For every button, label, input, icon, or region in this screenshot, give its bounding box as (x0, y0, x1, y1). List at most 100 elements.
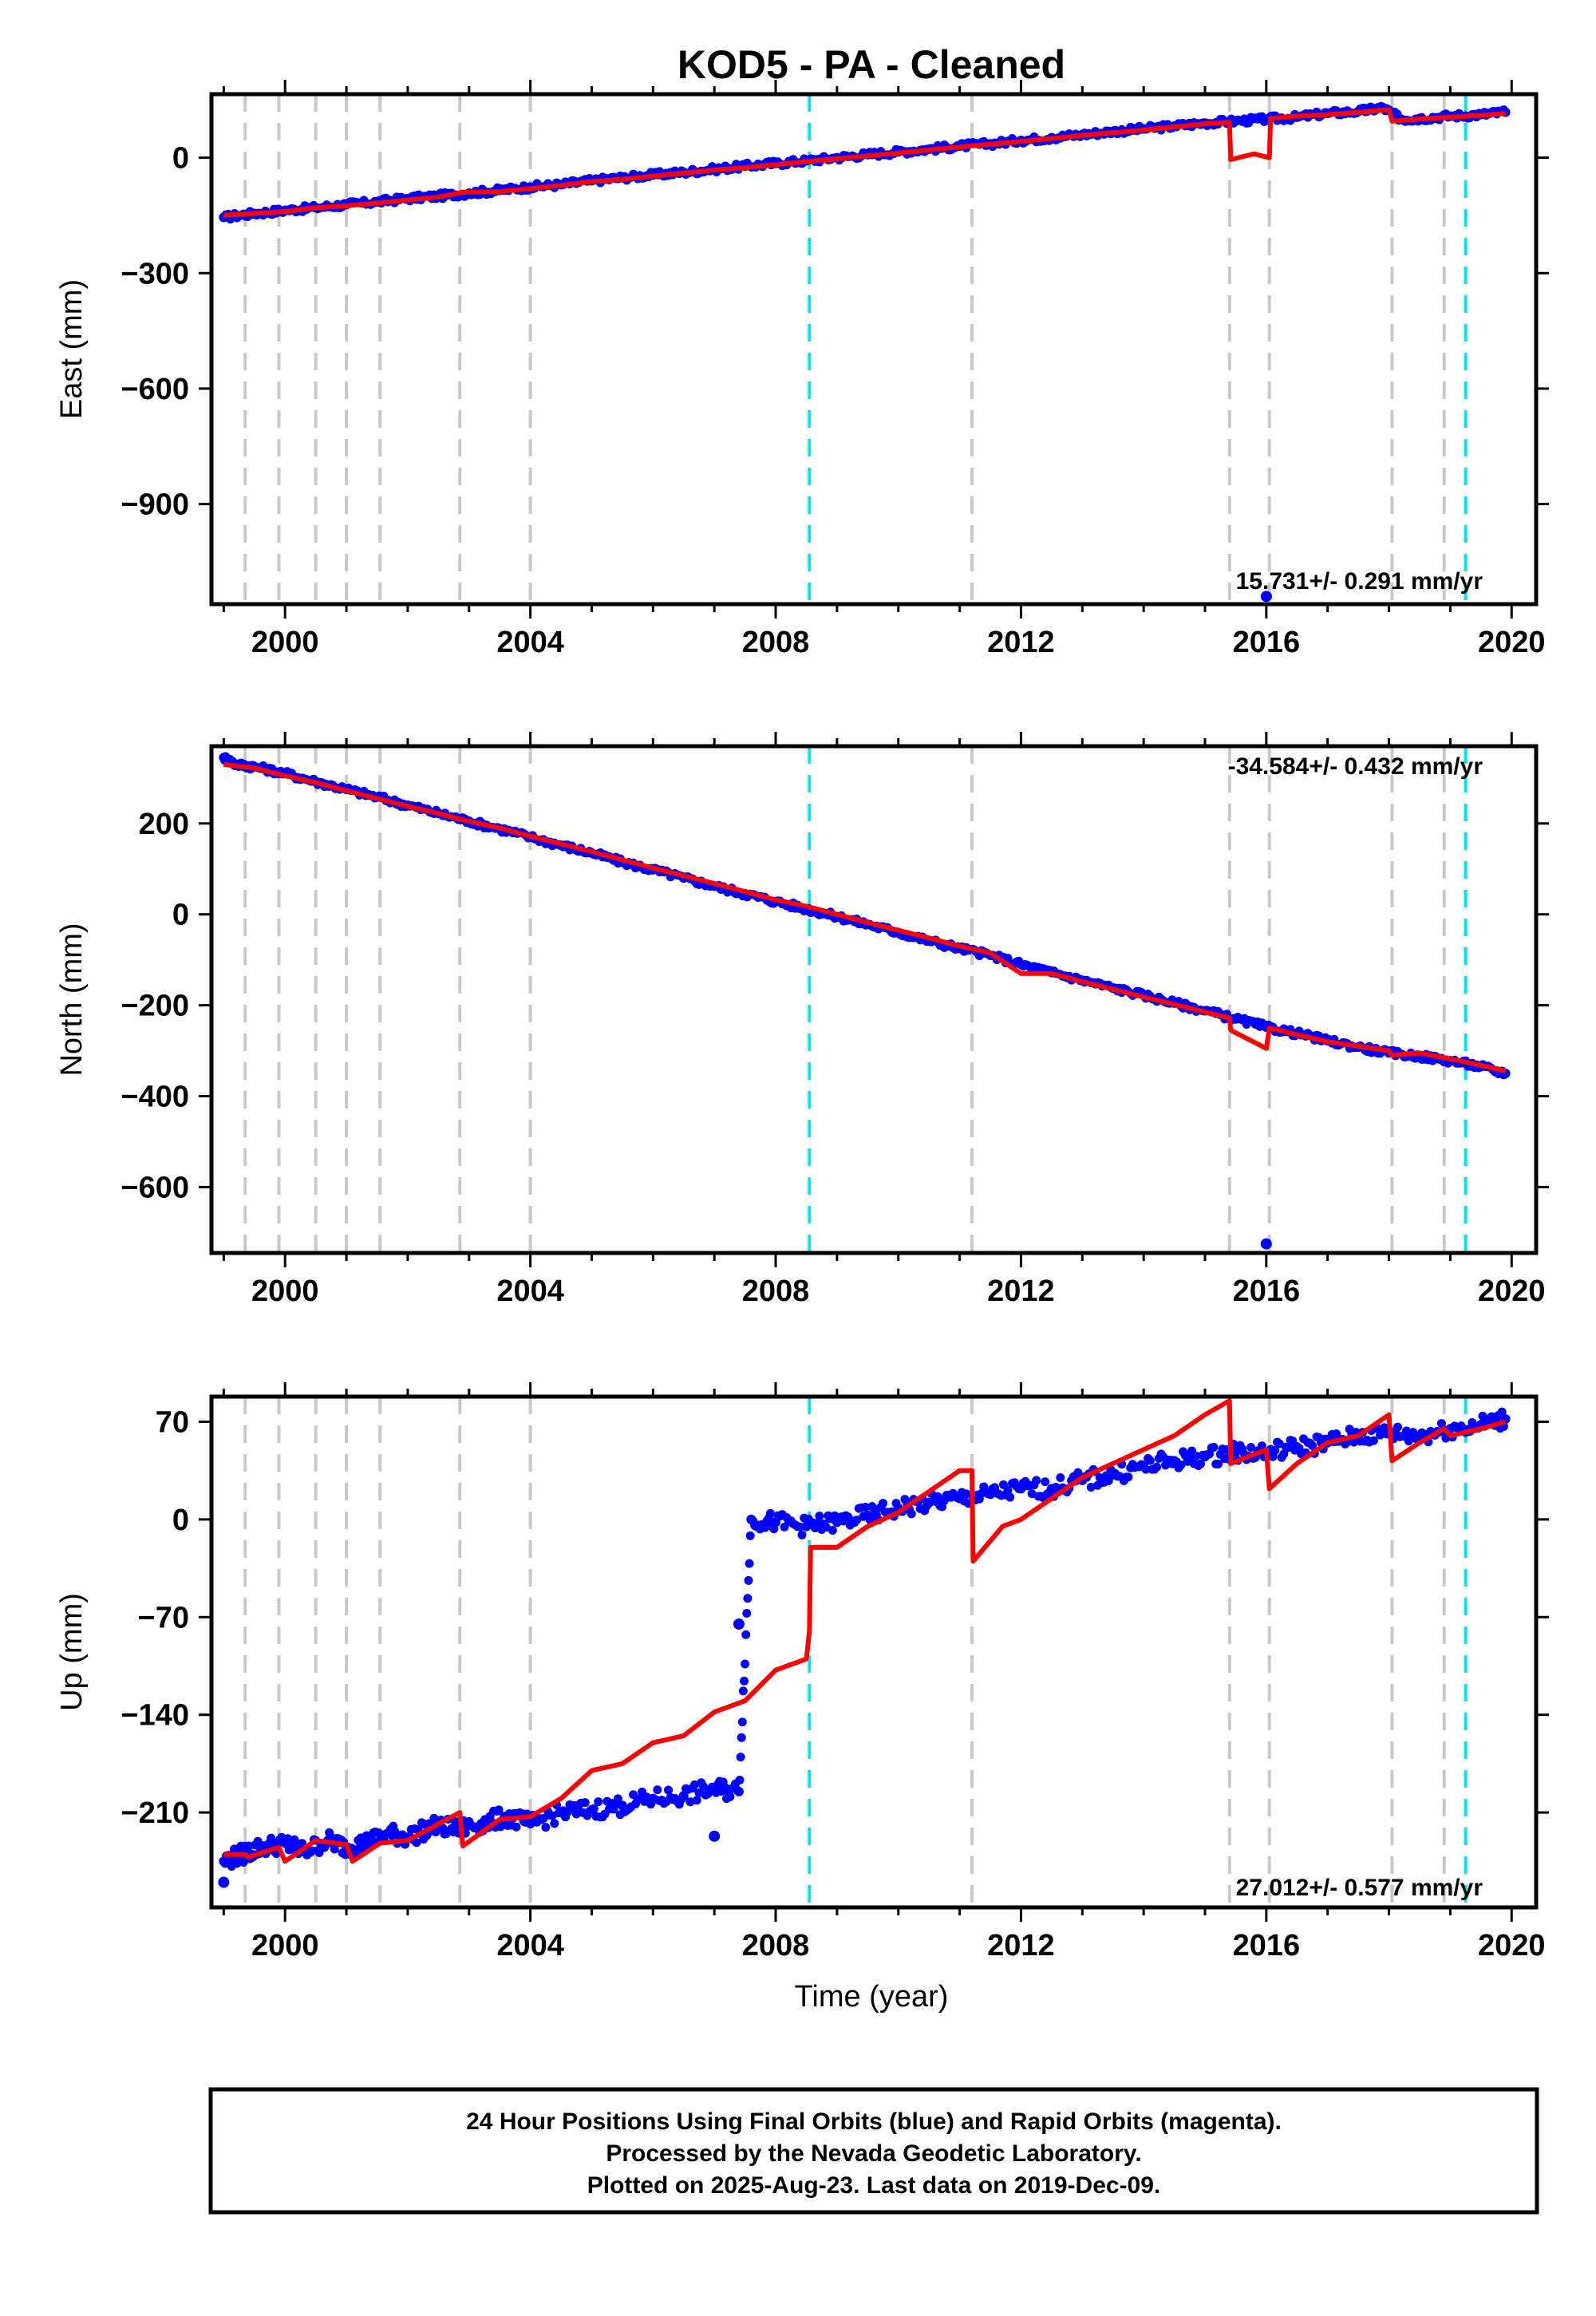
up-panel: 70 0 −70 −140 −210 2000 2004 2008 2012 2016 2020 Up… (55, 1382, 1549, 1962)
x-tick-label: 2008 (742, 1275, 810, 1308)
data-point (1246, 1443, 1256, 1452)
y-tick-label: −210 (120, 1796, 189, 1830)
data-point (1086, 1483, 1096, 1492)
axes-frame (209, 744, 1539, 1255)
y-tick-label: 0 (172, 142, 189, 176)
data-point (1027, 1489, 1037, 1499)
x-tick-label: 2016 (1233, 1929, 1301, 1962)
data-point (1041, 1477, 1050, 1487)
data-point (743, 1594, 753, 1603)
y-tick-label: −400 (120, 1081, 189, 1114)
data-point (1141, 1464, 1151, 1474)
data-point (1393, 1422, 1403, 1432)
data-point (1056, 1473, 1065, 1483)
data-point (1176, 1460, 1186, 1470)
y-tick-label: 70 (156, 1405, 189, 1439)
data-point (1145, 1456, 1155, 1465)
data-point (1274, 1439, 1284, 1448)
data-point (1152, 1462, 1162, 1472)
data-point (550, 1819, 559, 1828)
x-tick-label: 2004 (496, 1275, 564, 1308)
data-point (512, 1822, 521, 1832)
plot-area (219, 752, 1511, 1080)
data-point (1124, 1472, 1133, 1482)
data-point (933, 1492, 942, 1501)
y-tick-label: −600 (120, 1171, 189, 1204)
data-point (879, 1499, 888, 1508)
x-tick-label: 2012 (987, 1275, 1055, 1308)
outlier-point (218, 1876, 230, 1888)
data-point (725, 1792, 735, 1801)
east-panel: 0 −300 −600 −900 2000 2004 2008 2012 2016 2020 Eas… (55, 80, 1549, 659)
data-point (861, 1503, 871, 1512)
data-point (735, 1775, 745, 1784)
x-tick-label: 2016 (1233, 626, 1301, 659)
x-tick-label: 2000 (251, 626, 319, 659)
data-point (741, 1630, 751, 1639)
data-point (594, 1797, 603, 1807)
data-point (692, 1796, 701, 1805)
footer-line-2: Processed by the Nevada Geodetic Laborat… (606, 2140, 1141, 2167)
outlier-point (1260, 1238, 1272, 1250)
data-point (547, 1811, 557, 1820)
data-point (852, 1516, 862, 1525)
data-point (745, 1559, 754, 1568)
data-point (1003, 1485, 1013, 1495)
y-axis-label: North (mm) (55, 923, 89, 1076)
y-tick-label: −300 (120, 257, 189, 290)
velocity-label: -34.584+/- 0.432 mm/yr (1228, 753, 1483, 780)
data-point (1005, 1492, 1015, 1502)
y-tick-label: 0 (172, 899, 189, 932)
data-point (1191, 1451, 1201, 1460)
y-tick-label: 0 (172, 1504, 189, 1537)
data-point (1349, 1437, 1359, 1447)
data-point (1307, 1441, 1317, 1450)
data-point (330, 1844, 339, 1854)
data-point (745, 1531, 755, 1540)
data-point (737, 1717, 747, 1727)
y-tick-label: 200 (139, 808, 189, 841)
data-point (1369, 1436, 1378, 1445)
data-point (738, 1686, 748, 1696)
x-tick-label: 2004 (496, 626, 564, 659)
data-point (494, 1805, 504, 1815)
x-tick-label: 2000 (251, 1929, 319, 1962)
y-axis-label: Up (mm) (55, 1593, 89, 1711)
data-point (962, 1489, 971, 1499)
y-tick-label: −600 (120, 373, 189, 406)
data-point (1073, 1468, 1083, 1477)
outlier-point (709, 1830, 721, 1842)
model-line (223, 1398, 1507, 1864)
axes-frame (209, 92, 1539, 607)
data-point (244, 1841, 254, 1851)
data-point (1270, 1445, 1280, 1455)
data-point (653, 1785, 662, 1795)
data-point (1279, 1449, 1289, 1459)
data-point (907, 1509, 916, 1519)
footer-box (208, 2087, 1539, 2215)
data-point (613, 1794, 622, 1804)
data-point (1497, 1407, 1507, 1417)
velocity-label: 15.731+/- 0.291 mm/yr (1236, 568, 1483, 595)
y-tick-label: −70 (138, 1601, 189, 1634)
x-tick-label: 2012 (987, 626, 1055, 659)
data-point (733, 1786, 744, 1796)
x-tick-label: 2020 (1478, 1929, 1546, 1962)
y-tick-label: −200 (120, 990, 189, 1023)
data-point (737, 1733, 746, 1742)
data-point (589, 1804, 598, 1813)
data-point (742, 1609, 752, 1618)
data-point (580, 1798, 590, 1808)
data-point (685, 1797, 695, 1807)
data-point (412, 1838, 421, 1848)
data-point (812, 1519, 822, 1528)
data-point (736, 1753, 745, 1762)
data-point (765, 1508, 775, 1518)
model-line (223, 761, 1507, 1074)
data-point (698, 1781, 708, 1791)
plot-area (219, 101, 1511, 224)
x-tick-label: 2020 (1478, 626, 1546, 659)
data-point (815, 1512, 824, 1521)
data-point (741, 1659, 750, 1669)
